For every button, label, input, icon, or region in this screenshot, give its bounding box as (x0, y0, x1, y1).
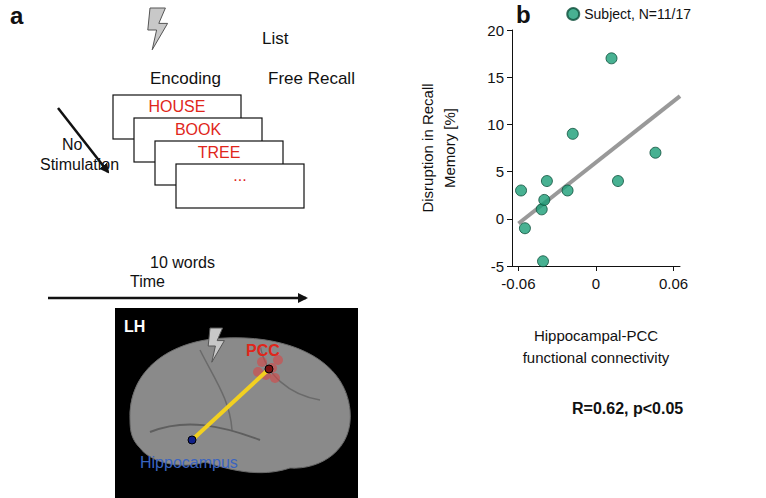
svg-text:Free Recall: Free Recall (268, 69, 355, 88)
svg-text:No: No (62, 136, 83, 153)
svg-text:Hippocampal-PCC: Hippocampal-PCC (534, 327, 658, 344)
svg-text:0: 0 (496, 210, 504, 227)
svg-text:HOUSE: HOUSE (149, 98, 206, 115)
svg-text:Time: Time (130, 273, 165, 290)
svg-text:LH: LH (124, 318, 145, 335)
svg-text:List: List (262, 29, 289, 48)
svg-text:PCC: PCC (246, 342, 280, 359)
svg-text:R=0.62, p<0.05: R=0.62, p<0.05 (572, 400, 683, 417)
svg-text:Subject, N=11/17: Subject, N=11/17 (584, 6, 691, 22)
svg-text:0: 0 (592, 275, 600, 292)
svg-text:Disruption in Recall: Disruption in Recall (419, 83, 436, 212)
svg-text:a: a (10, 2, 24, 29)
svg-text:10 words: 10 words (150, 254, 215, 271)
svg-text:-0.06: -0.06 (501, 275, 535, 292)
svg-text:TREE: TREE (198, 144, 241, 161)
svg-text:Encoding: Encoding (150, 69, 221, 88)
svg-text:BOOK: BOOK (175, 121, 222, 138)
svg-text:5: 5 (496, 163, 504, 180)
svg-text:Hippocampus: Hippocampus (140, 454, 238, 471)
svg-text:20: 20 (487, 22, 504, 39)
svg-text:15: 15 (487, 69, 504, 86)
svg-text:10: 10 (487, 116, 504, 133)
svg-text:Memory [%]: Memory [%] (441, 108, 458, 188)
svg-text:-5: -5 (491, 258, 504, 275)
svg-text:b: b (516, 1, 531, 28)
svg-text:functional connectivity: functional connectivity (523, 349, 670, 366)
svg-text:Stimulation: Stimulation (40, 156, 119, 173)
svg-text:...: ... (233, 167, 246, 184)
svg-text:0.06: 0.06 (659, 275, 688, 292)
